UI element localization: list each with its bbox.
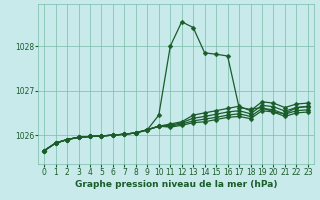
X-axis label: Graphe pression niveau de la mer (hPa): Graphe pression niveau de la mer (hPa) [75, 180, 277, 189]
